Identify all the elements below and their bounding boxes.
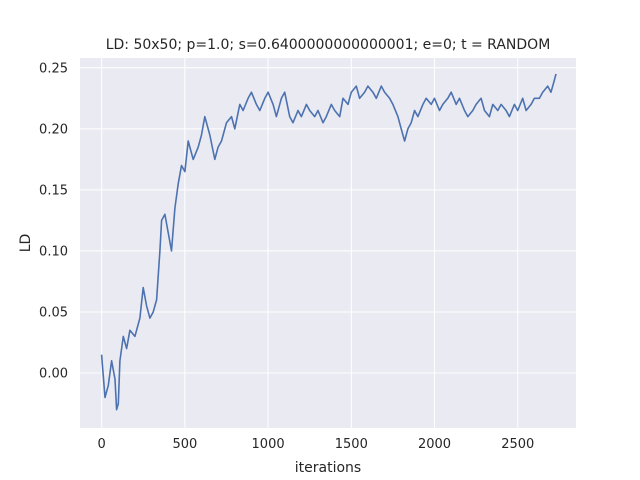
x-tick-label: 2000: [418, 437, 451, 452]
y-axis-label: LD: [18, 234, 34, 253]
x-tick-label: 1500: [335, 437, 368, 452]
y-tick-label: 0.25: [39, 61, 68, 76]
y-tick-label: 0.05: [39, 305, 68, 320]
y-tick-label: 0.15: [39, 183, 68, 198]
x-axis-label: iterations: [295, 460, 361, 476]
x-tick-label: 0: [97, 437, 105, 452]
grid-lines: [80, 58, 576, 428]
y-tick-label: 0.20: [39, 122, 68, 137]
plot-area: [80, 58, 576, 428]
series-line: [100, 73, 557, 411]
y-tick-label: 0.10: [39, 244, 68, 259]
y-tick-label: 0.00: [39, 367, 68, 382]
chart-title: LD: 50x50; p=1.0; s=0.6400000000000001; …: [106, 37, 551, 53]
y-axis-ticks: 0.00 0.05 0.10 0.15 0.20 0.25: [39, 61, 68, 381]
x-tick-label: 2500: [501, 437, 534, 452]
x-axis-ticks: 0 500 1000 1500 2000 2500: [97, 437, 534, 452]
x-tick-label: 1000: [252, 437, 285, 452]
x-tick-label: 500: [172, 437, 197, 452]
